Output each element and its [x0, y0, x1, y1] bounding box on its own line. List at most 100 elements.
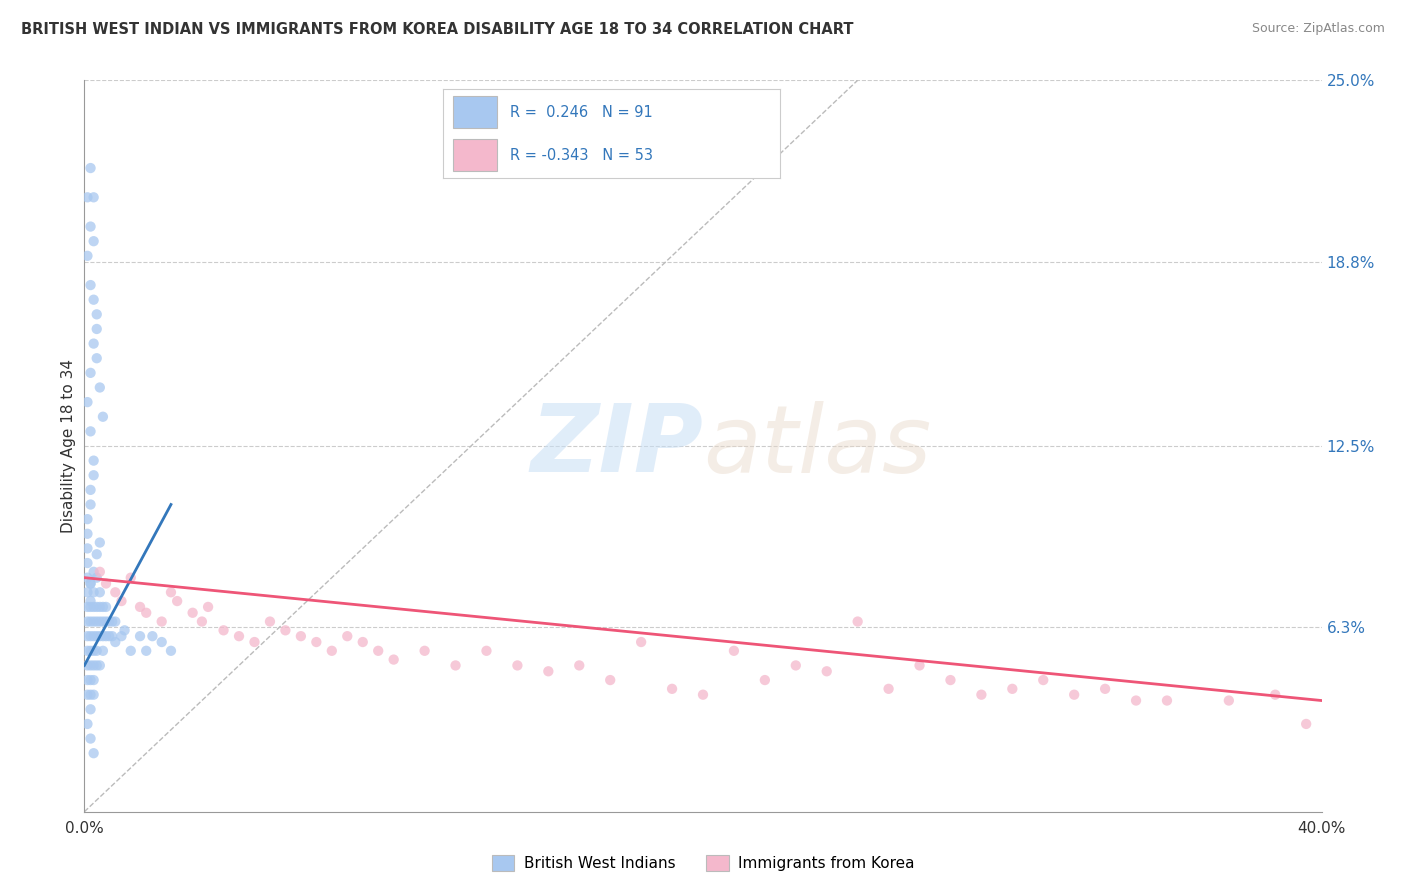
Point: [83, 468, 105, 483]
Point: [89, 585, 111, 599]
Legend: British West Indians, Immigrants from Korea: British West Indians, Immigrants from Ko…: [485, 849, 921, 877]
Text: R = -0.343   N = 53: R = -0.343 N = 53: [510, 148, 654, 162]
Point: [91, 409, 114, 424]
Point: [79, 576, 101, 591]
Point: [150, 635, 173, 649]
Point: [86, 547, 108, 561]
Point: [129, 599, 152, 614]
Point: [1295, 717, 1317, 731]
Point: [86, 615, 108, 629]
Point: [79, 425, 101, 439]
Point: [259, 615, 281, 629]
Point: [104, 635, 127, 649]
Point: [83, 673, 105, 687]
Point: [537, 665, 560, 679]
Point: [76, 615, 98, 629]
Point: [83, 585, 105, 599]
Point: [83, 688, 105, 702]
Point: [1094, 681, 1116, 696]
Text: BRITISH WEST INDIAN VS IMMIGRANTS FROM KOREA DISABILITY AGE 18 TO 34 CORRELATION: BRITISH WEST INDIAN VS IMMIGRANTS FROM K…: [21, 22, 853, 37]
Point: [815, 665, 838, 679]
Point: [76, 658, 98, 673]
Point: [76, 541, 98, 556]
Point: [101, 629, 124, 643]
Point: [86, 658, 108, 673]
Point: [79, 599, 101, 614]
Point: [86, 599, 108, 614]
Point: [290, 629, 312, 643]
Point: [101, 615, 124, 629]
Point: [79, 161, 101, 175]
Point: [76, 688, 98, 702]
Point: [79, 688, 101, 702]
Point: [76, 512, 98, 526]
Point: [79, 219, 101, 234]
Point: [336, 629, 359, 643]
Point: [79, 278, 101, 293]
Point: [150, 615, 173, 629]
Text: atlas: atlas: [703, 401, 931, 491]
Point: [1063, 688, 1085, 702]
Point: [79, 366, 101, 380]
Point: [367, 644, 389, 658]
Point: [79, 644, 101, 658]
Point: [89, 535, 111, 549]
Point: [305, 635, 328, 649]
Point: [76, 571, 98, 585]
Point: [1156, 693, 1178, 707]
Point: [76, 585, 98, 599]
Point: [98, 615, 121, 629]
Point: [723, 644, 745, 658]
Point: [86, 307, 108, 321]
Point: [79, 702, 101, 716]
Point: [110, 594, 132, 608]
Text: Source: ZipAtlas.com: Source: ZipAtlas.com: [1251, 22, 1385, 36]
Point: [86, 571, 108, 585]
Point: [83, 615, 105, 629]
Point: [129, 629, 152, 643]
Point: [352, 635, 374, 649]
Point: [94, 615, 117, 629]
Point: [274, 624, 297, 638]
Text: ZIP: ZIP: [530, 400, 703, 492]
Text: R =  0.246   N = 91: R = 0.246 N = 91: [510, 105, 654, 120]
Point: [599, 673, 621, 687]
Point: [754, 673, 776, 687]
Point: [321, 644, 343, 658]
Point: [120, 644, 142, 658]
Point: [79, 498, 101, 512]
Point: [413, 644, 436, 658]
Point: [76, 717, 98, 731]
Point: [243, 635, 266, 649]
Point: [83, 293, 105, 307]
Point: [79, 615, 101, 629]
Point: [83, 658, 105, 673]
Point: [135, 644, 157, 658]
Point: [160, 644, 183, 658]
Point: [76, 526, 98, 541]
Point: [83, 190, 105, 204]
Point: [141, 629, 163, 643]
Y-axis label: Disability Age 18 to 34: Disability Age 18 to 34: [60, 359, 76, 533]
Point: [76, 673, 98, 687]
Point: [1001, 681, 1024, 696]
Point: [135, 606, 157, 620]
Point: [382, 652, 405, 666]
Point: [83, 644, 105, 658]
Point: [114, 624, 136, 638]
Point: [94, 629, 117, 643]
Point: [79, 629, 101, 643]
Point: [939, 673, 962, 687]
FancyBboxPatch shape: [453, 139, 496, 171]
Point: [76, 599, 98, 614]
Point: [970, 688, 993, 702]
Point: [91, 644, 114, 658]
Point: [91, 615, 114, 629]
Point: [160, 585, 183, 599]
Point: [89, 380, 111, 394]
Point: [89, 629, 111, 643]
Point: [877, 681, 900, 696]
Point: [83, 599, 105, 614]
Point: [79, 594, 101, 608]
Point: [444, 658, 467, 673]
